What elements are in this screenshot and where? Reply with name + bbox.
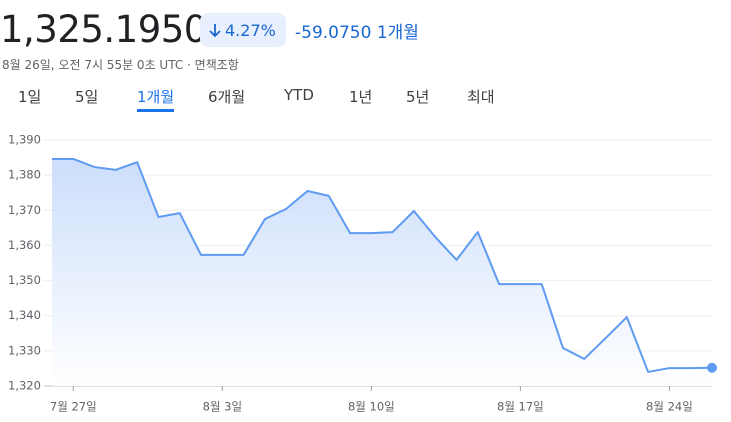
range-tab[interactable]: 최대 (467, 88, 495, 106)
y-tick-label: 1,370 (8, 203, 41, 217)
x-tick-label: 8월 17일 (497, 400, 544, 414)
timestamp: 8월 26일, 오전 7시 55분 0초 UTC · 면책조항 (2, 58, 239, 72)
y-tick-label: 1,320 (8, 379, 41, 393)
y-tick-label: 1,340 (8, 308, 41, 322)
last-point (707, 362, 717, 373)
y-tick-label: 1,360 (8, 238, 41, 252)
range-tab[interactable]: 5일 (75, 88, 99, 106)
range-tabs: 1일 5일 1개월 6개월 YTD 1년 5년 최대 (0, 86, 731, 112)
x-tick-label: 7월 27일 (50, 400, 97, 414)
change-percent: 4.27% (225, 20, 276, 40)
range-tab[interactable]: 5년 (406, 88, 430, 106)
x-tick-label: 8월 3일 (203, 400, 242, 414)
change-badge: 4.27% (200, 13, 286, 47)
change-value: -59.0750 (295, 23, 372, 43)
y-tick-label: 1,390 (8, 133, 41, 147)
range-tab[interactable]: 1년 (349, 88, 373, 106)
range-tab[interactable]: YTD (284, 86, 314, 104)
range-tab[interactable]: 1일 (18, 88, 42, 106)
price-line (52, 157, 713, 373)
y-tick-label: 1,350 (8, 273, 41, 287)
down-arrow-icon (209, 24, 221, 38)
x-tick-label: 8월 10일 (348, 400, 395, 414)
range-tab[interactable]: 6개월 (208, 88, 246, 106)
change: -59.0750 1개월 (295, 18, 419, 43)
range-tab[interactable]: 1개월 (137, 86, 175, 112)
price: 1,325.1950 (0, 8, 207, 51)
y-tick-label: 1,380 (8, 168, 41, 182)
period: 1개월 (376, 23, 419, 43)
area-fill (52, 158, 712, 386)
y-tick-label: 1,330 (8, 343, 41, 357)
x-tick-label: 8월 24일 (646, 400, 693, 414)
